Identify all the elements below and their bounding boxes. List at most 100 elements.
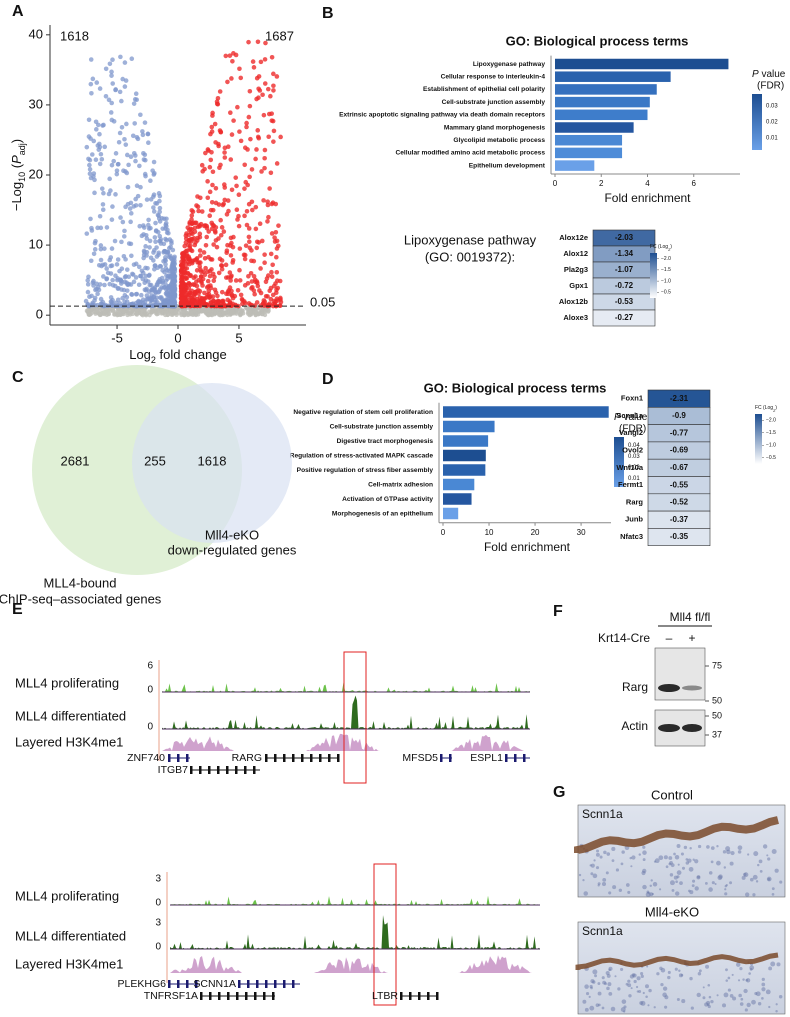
point xyxy=(271,83,276,89)
exon xyxy=(319,754,322,762)
x-tick-label: 0 xyxy=(174,330,181,345)
point xyxy=(147,238,153,244)
point xyxy=(273,201,279,207)
gene-name: PLEKHG6 xyxy=(118,978,167,990)
term-label: Morphogenesis of an epithelium xyxy=(332,510,433,517)
gene-label: Junb xyxy=(625,515,643,524)
track-scale: 6 xyxy=(147,661,153,672)
point xyxy=(269,269,274,275)
point xyxy=(148,178,153,184)
point xyxy=(150,168,155,173)
point xyxy=(221,310,226,315)
term-label: Negative regulation of stem cell prolife… xyxy=(293,409,433,416)
point xyxy=(228,253,234,258)
point xyxy=(222,145,228,151)
point xyxy=(153,220,158,226)
marker-label: 50 xyxy=(712,710,722,720)
point xyxy=(235,104,240,110)
point xyxy=(271,298,277,304)
point xyxy=(256,86,261,92)
point xyxy=(160,280,165,286)
tissue-dot xyxy=(645,891,651,897)
point xyxy=(187,273,193,279)
point xyxy=(154,245,159,250)
point xyxy=(219,225,225,230)
tissue-dot xyxy=(669,880,675,886)
point xyxy=(210,169,216,175)
point xyxy=(91,174,96,179)
fc-legend-gradient xyxy=(650,253,657,298)
tissue-dot xyxy=(696,875,701,880)
tissue-dot xyxy=(640,974,644,979)
panel-title: GO: Biological process terms xyxy=(424,380,607,395)
point xyxy=(167,253,173,259)
point xyxy=(205,278,211,284)
term-label: Cell-matrix adhesion xyxy=(368,481,433,488)
point xyxy=(216,141,221,147)
point xyxy=(147,296,152,301)
exon xyxy=(226,766,229,774)
point xyxy=(139,233,145,239)
tissue-dot xyxy=(714,883,717,886)
tissue-dot xyxy=(729,994,734,998)
point xyxy=(169,265,175,270)
tissue-dot xyxy=(606,852,611,856)
exon xyxy=(168,754,171,762)
point xyxy=(137,163,142,169)
threshold-label: 0.05 xyxy=(310,295,335,310)
tissue-dot xyxy=(730,850,735,856)
panel-label: G xyxy=(553,784,565,801)
point xyxy=(102,282,107,288)
point xyxy=(136,282,142,288)
tissue-dot xyxy=(724,888,727,891)
point xyxy=(180,251,185,257)
point xyxy=(209,312,215,318)
point xyxy=(105,270,111,276)
point xyxy=(156,250,161,256)
gene-name: ESPL1 xyxy=(470,752,503,764)
point xyxy=(192,220,198,226)
point xyxy=(93,157,99,162)
tissue-dot xyxy=(603,850,607,855)
point xyxy=(233,52,239,58)
point xyxy=(109,117,115,123)
point xyxy=(225,297,231,303)
tissue-dot xyxy=(674,967,678,971)
venn-label: Mll4-eKO xyxy=(205,527,259,542)
point xyxy=(89,90,94,96)
tissue-dot xyxy=(761,982,766,987)
point xyxy=(149,309,155,314)
tissue-dot xyxy=(725,979,729,982)
point xyxy=(133,91,139,97)
point xyxy=(114,168,120,173)
text-part: P xyxy=(614,412,621,423)
tissue-dot xyxy=(774,868,779,873)
point xyxy=(200,283,205,288)
marker-label: 37 xyxy=(712,729,722,739)
panel-label: F xyxy=(553,603,563,620)
term-label: Establishment of epithelial cell polarit… xyxy=(423,86,545,93)
tissue-dot xyxy=(683,845,688,850)
point xyxy=(139,268,145,274)
point xyxy=(254,96,259,102)
point xyxy=(97,213,103,219)
heatmap-title: (GO: 0019372): xyxy=(425,249,515,264)
tissue-dot xyxy=(752,874,758,880)
track-scale: 3 xyxy=(155,874,161,885)
point xyxy=(151,258,156,263)
point xyxy=(235,308,240,314)
point xyxy=(253,156,258,162)
point xyxy=(246,273,251,279)
tissue-dot xyxy=(744,1008,748,1012)
point xyxy=(129,253,134,259)
tissue-dot xyxy=(688,866,694,872)
legend-title: (FDR) xyxy=(757,81,784,92)
point xyxy=(180,291,186,296)
point xyxy=(199,209,205,214)
exon xyxy=(283,980,286,988)
exon xyxy=(440,754,443,762)
tissue-dot xyxy=(738,993,742,998)
tissue-dot xyxy=(708,995,712,999)
point xyxy=(249,279,255,284)
tissue-dot xyxy=(608,991,613,996)
